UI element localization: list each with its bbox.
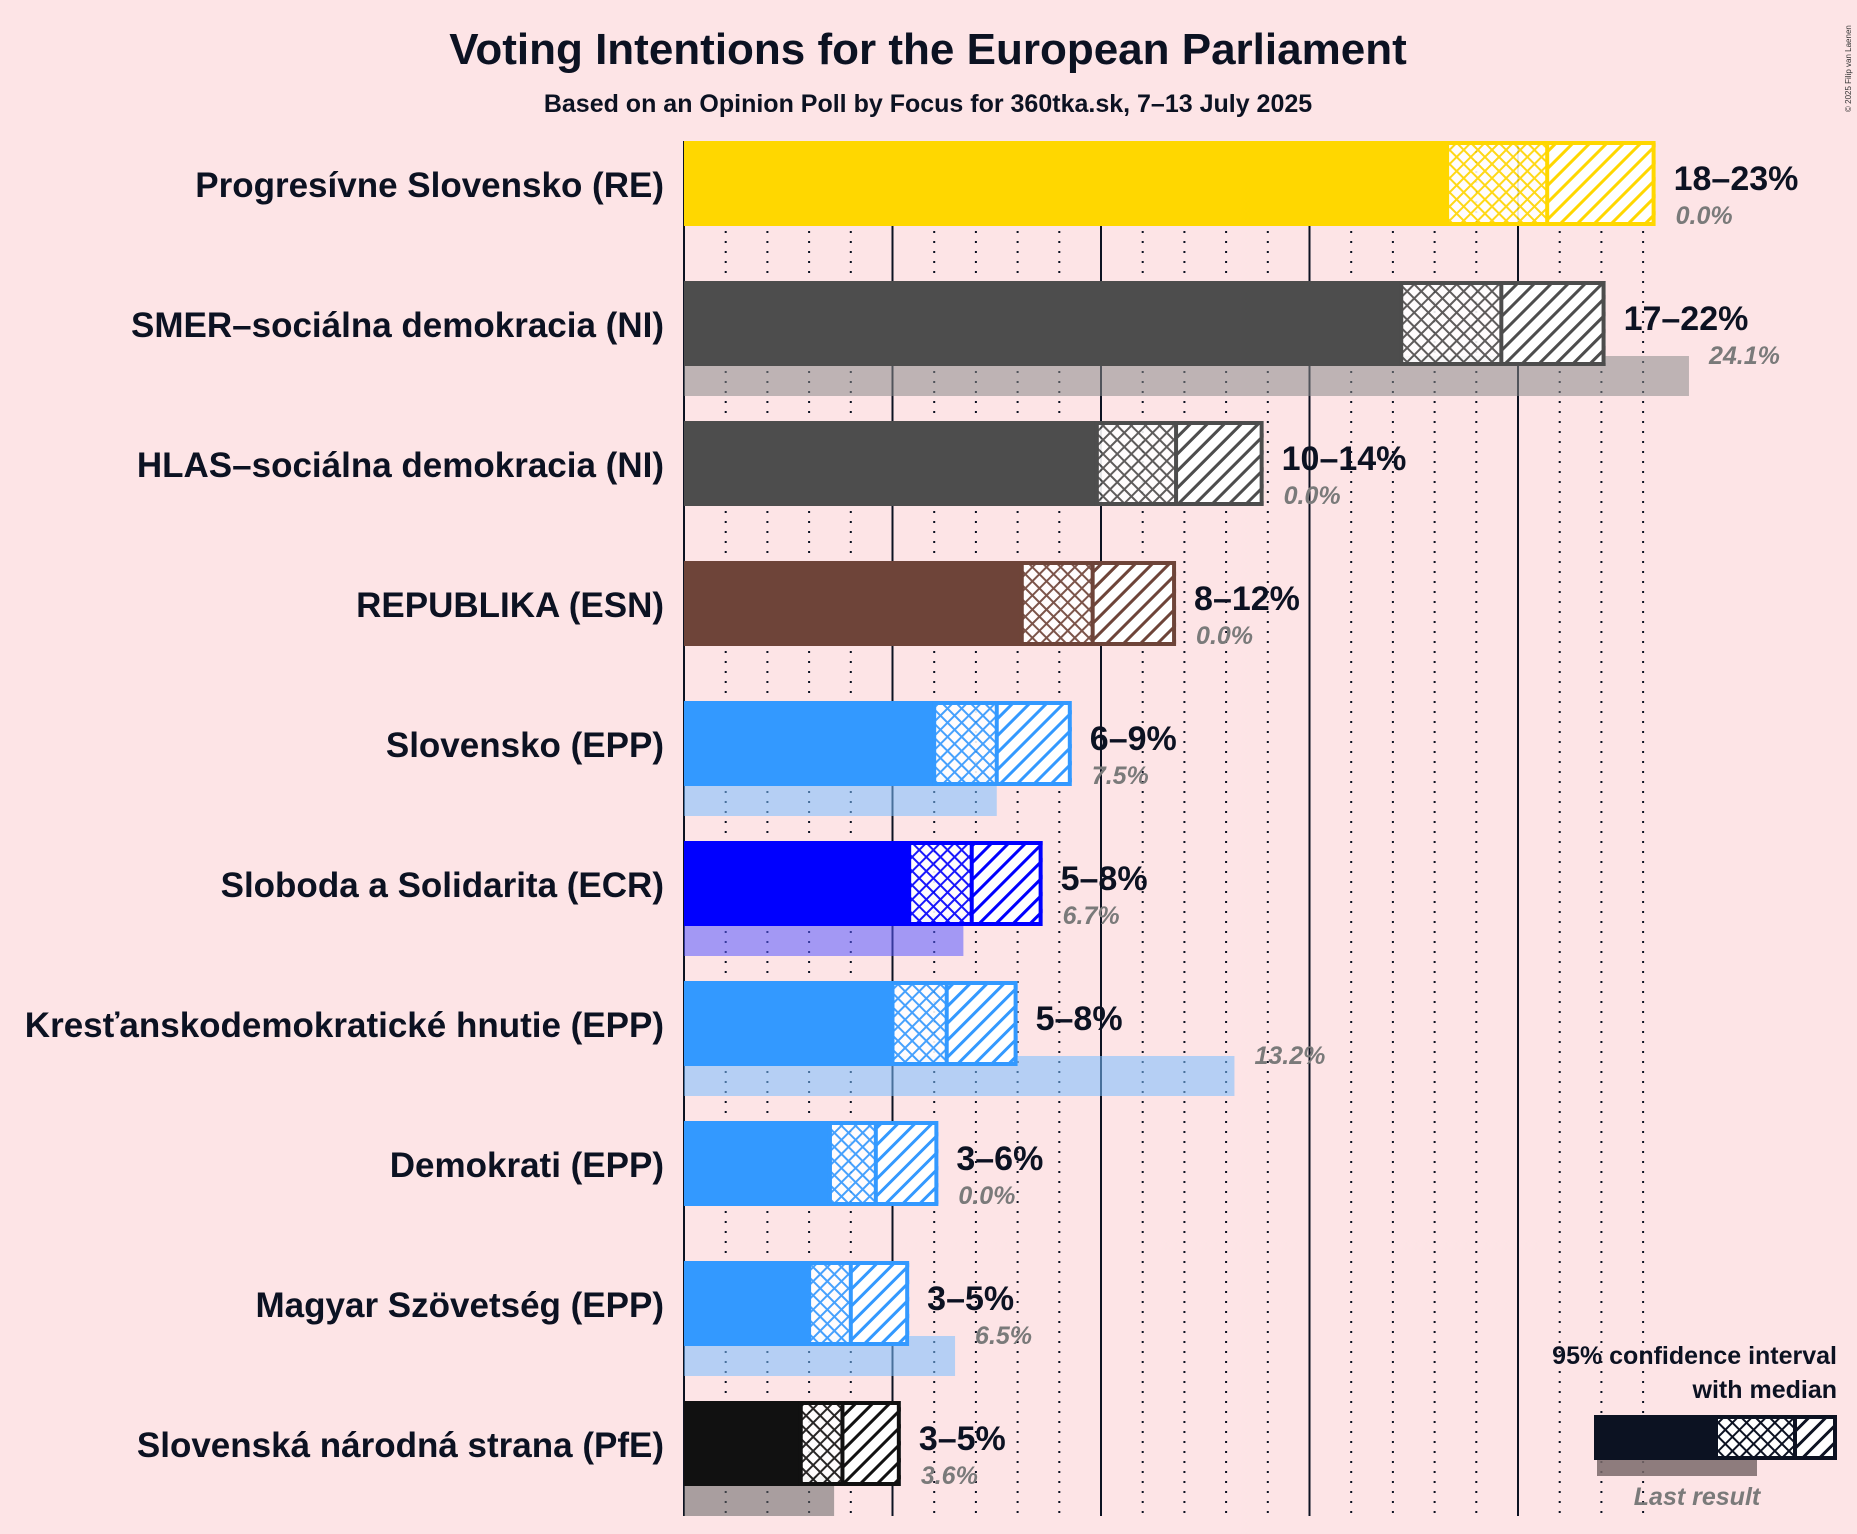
copyright: © 2025 Filip van Laenen — [1844, 25, 1853, 112]
range-label: 5–8% — [1061, 860, 1148, 898]
party-label: HLAS–sociálna demokracia (NI) — [137, 446, 664, 485]
ci-median-lower — [1401, 281, 1502, 366]
ci-outline — [932, 701, 1072, 786]
bar-row: Progresívne Slovensko (RE) 18–23% 0.0% — [195, 141, 1798, 230]
ci-outline — [807, 1261, 910, 1346]
legend-last-result-label: Last result — [1634, 1483, 1762, 1511]
ci-median-upper — [875, 1121, 939, 1206]
range-label: 3–5% — [927, 1280, 1014, 1318]
last-result-label: 3.6% — [921, 1462, 978, 1490]
ci-median-lower — [1021, 561, 1093, 646]
ci-median-lower — [909, 841, 972, 926]
party-label: SMER–sociálna demokracia (NI) — [131, 306, 664, 345]
ci-median-lower — [1447, 141, 1548, 226]
legend-solid-bar — [1594, 1415, 1716, 1460]
ci-median-upper — [996, 701, 1072, 786]
bar-row: SMER–sociálna demokracia (NI) 17–22% 24.1% — [131, 281, 1780, 396]
legend-hatch — [1795, 1415, 1837, 1460]
bar-row: Demokrati (EPP) 3–6% 0.0% — [390, 1121, 1043, 1210]
last-result-label: 0.0% — [958, 1182, 1015, 1210]
ci-median-lower — [829, 1121, 876, 1206]
legend-line2: with median — [1692, 1376, 1837, 1404]
ci-outline — [907, 841, 1043, 926]
party-label: Slovensko (EPP) — [386, 726, 664, 765]
last-result-label: 13.2% — [1254, 1042, 1325, 1070]
ci-low-bar — [684, 701, 935, 786]
bar-row: Magyar Szövetség (EPP) 3–5% 6.5% — [256, 1261, 1032, 1376]
party-label: Demokrati (EPP) — [390, 1146, 664, 1185]
ci-outline — [890, 981, 1018, 1066]
party-label: Kresťanskodemokratické hnutie (EPP) — [25, 1006, 664, 1045]
range-label: 5–8% — [1036, 1000, 1123, 1038]
range-label: 6–9% — [1090, 720, 1177, 758]
ci-outline — [1445, 141, 1656, 226]
ci-low-bar — [684, 1121, 830, 1206]
ci-outline — [827, 1121, 939, 1206]
party-label: Progresívne Slovensko (RE) — [195, 166, 664, 205]
ci-median-upper — [850, 1261, 910, 1346]
ci-low-bar — [684, 281, 1402, 366]
bar-rows: Progresívne Slovensko (RE) 18–23% 0.0% SMER… — [25, 141, 1798, 1516]
ci-outline — [1094, 421, 1264, 506]
chart-subtitle: Based on an Opinion Poll by Focus for 36… — [544, 90, 1312, 118]
ci-median-lower — [1096, 421, 1177, 506]
ci-low-bar — [684, 1401, 801, 1486]
party-label: REPUBLIKA (ESN) — [356, 586, 664, 625]
ci-median-upper — [1092, 561, 1177, 646]
last-result-label: 24.1% — [1708, 342, 1780, 370]
range-label: 17–22% — [1624, 300, 1749, 338]
last-result-label: 7.5% — [1092, 762, 1149, 790]
bar-row: Kresťanskodemokratické hnutie (EPP) 5–8% 1… — [25, 981, 1325, 1096]
legend: 95% confidence interval with median Last… — [1552, 1342, 1837, 1511]
last-result-label: 6.7% — [1063, 902, 1120, 930]
last-result-label: 0.0% — [1196, 622, 1253, 650]
ci-median-lower — [892, 981, 947, 1066]
ci-low-bar — [684, 561, 1022, 646]
ci-outline — [1019, 561, 1177, 646]
last-result-label: 0.0% — [1284, 482, 1341, 510]
bar-row: Slovensko (EPP) 6–9% 7.5% — [386, 701, 1177, 816]
ci-median-upper — [842, 1401, 901, 1486]
ci-median-lower — [809, 1261, 851, 1346]
party-label: Magyar Szövetség (EPP) — [256, 1286, 664, 1325]
range-label: 10–14% — [1282, 440, 1407, 478]
ci-low-bar — [684, 841, 910, 926]
ci-median-upper — [971, 841, 1043, 926]
ci-median-upper — [1501, 281, 1606, 366]
ci-median-lower — [800, 1401, 843, 1486]
party-label: Slovenská národná strana (PfE) — [137, 1426, 664, 1465]
last-result-label: 0.0% — [1676, 202, 1733, 230]
ci-low-bar — [684, 981, 893, 1066]
range-label: 3–5% — [919, 1420, 1006, 1458]
ci-low-bar — [684, 421, 1097, 506]
bar-row: REPUBLIKA (ESN) 8–12% 0.0% — [356, 561, 1300, 650]
legend-line1: 95% confidence interval — [1552, 1342, 1837, 1370]
bar-row: Sloboda a Solidarita (ECR) 5–8% 6.7% — [221, 841, 1148, 956]
last-result-label: 6.5% — [975, 1322, 1032, 1350]
range-label: 18–23% — [1674, 160, 1799, 198]
ci-outline — [798, 1401, 901, 1486]
ci-low-bar — [684, 1261, 810, 1346]
ci-median-upper — [1547, 141, 1656, 226]
party-label: Sloboda a Solidarita (ECR) — [221, 866, 664, 905]
ci-median-lower — [934, 701, 997, 786]
bar-row: Slovenská národná strana (PfE) 3–5% 3.6% — [137, 1401, 1006, 1516]
range-label: 8–12% — [1194, 580, 1300, 618]
chart-title: Voting Intentions for the European Parli… — [449, 25, 1407, 74]
legend-crosshatch — [1716, 1415, 1795, 1460]
legend-outline — [1714, 1415, 1837, 1460]
range-label: 3–6% — [956, 1140, 1043, 1178]
ci-median-upper — [946, 981, 1018, 1066]
bar-row: HLAS–sociálna demokracia (NI) 10–14% 0.0% — [137, 421, 1407, 510]
ci-low-bar — [684, 141, 1448, 226]
ci-median-upper — [1176, 421, 1264, 506]
